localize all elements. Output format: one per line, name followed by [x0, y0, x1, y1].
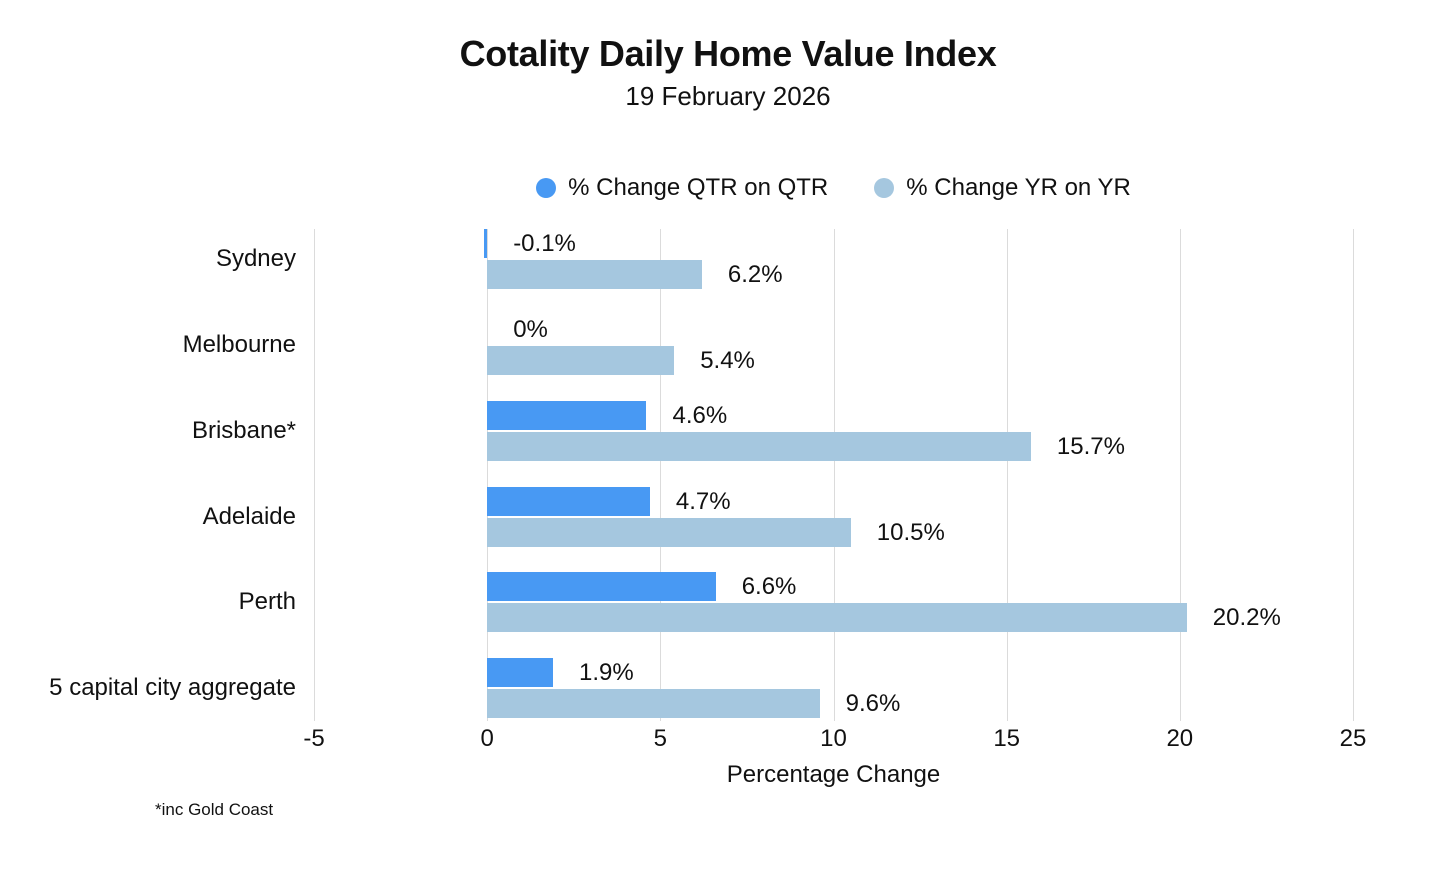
- x-tick-label: 10: [820, 725, 847, 752]
- bar-value-label: 0%: [513, 315, 548, 343]
- yr-bar-perth: [487, 603, 1187, 633]
- qtr-bar-perth: [487, 572, 716, 602]
- qtr-bar-sydney: [483, 229, 488, 258]
- category-label: Brisbane*: [191, 416, 296, 444]
- x-tick-label: 20: [1166, 725, 1194, 752]
- category-label: Adelaide: [202, 502, 296, 530]
- category-label: Sydney: [215, 245, 296, 272]
- yr-bar-brisbane-: [487, 431, 1031, 461]
- yr-bar-sydney: [487, 260, 702, 289]
- legend-label-qtr: % Change QTR on QTR: [568, 174, 829, 201]
- bar-value-label: 4.7%: [675, 487, 731, 515]
- bar-value-label: 4.6%: [672, 401, 728, 429]
- gridline: [1353, 229, 1354, 721]
- legend-swatch-yr-icon: [874, 178, 895, 198]
- x-tick-label: 0: [480, 725, 494, 752]
- bar-value-label: 6.2%: [727, 261, 783, 288]
- chart-subtitle: 19 February 2026: [625, 81, 831, 111]
- gridline: [833, 229, 835, 721]
- gridline: [314, 229, 315, 721]
- qtr-bar-brisbane-: [487, 400, 647, 430]
- bar-value-label: 1.9%: [579, 659, 634, 687]
- bar-value-label: 9.6%: [845, 690, 901, 718]
- bar-value-label: -0.1%: [513, 230, 576, 257]
- category-label: Perth: [238, 588, 296, 616]
- legend: % Change QTR on QTR % Change YR on YR: [314, 172, 1353, 204]
- x-tick-label: 25: [1339, 725, 1367, 752]
- plot-area: -0.1% 6.2% 0% 5.4% 4.6% 15.7% 4.7% 10.5% 6.6% 20.…: [314, 229, 1354, 721]
- bar-value-label: 6.6%: [741, 573, 797, 601]
- yr-bar-5-capital-city-aggregate: [487, 689, 820, 719]
- chart-title: Cotality Daily Home Value Index: [459, 33, 997, 74]
- gridline: [1179, 229, 1181, 721]
- footnote: *inc Gold Coast: [155, 800, 274, 819]
- qtr-bar-adelaide: [487, 486, 650, 516]
- legend-label-yr: % Change YR on YR: [906, 174, 1131, 201]
- gridline: [1006, 229, 1008, 721]
- x-axis-title: Percentage Change: [726, 761, 941, 788]
- gridline: [660, 229, 662, 721]
- x-axis-ticks: -5 0 5 10 15 20 25: [303, 725, 1366, 755]
- x-tick-label: -5: [303, 725, 325, 752]
- legend-item-qtr: % Change QTR on QTR: [536, 174, 828, 202]
- legend-swatch-qtr-icon: [536, 178, 557, 198]
- bar-value-label: 5.4%: [700, 346, 755, 374]
- qtr-bar-5-capital-city-aggregate: [487, 658, 553, 688]
- gridline: [487, 229, 489, 721]
- legend-item-yr: % Change YR on YR: [874, 174, 1131, 202]
- category-axis: Sydney Melbourne Brisbane* Adelaide Perth 5 c…: [0, 229, 296, 721]
- yr-bar-melbourne: [487, 345, 675, 375]
- x-tick-label: 5: [653, 725, 667, 752]
- bar-value-label: 10.5%: [876, 518, 945, 546]
- bar-value-label: 15.7%: [1056, 432, 1125, 460]
- category-label: Melbourne: [182, 330, 296, 358]
- category-label: 5 capital city aggregate: [49, 674, 296, 702]
- bar-value-label: 20.2%: [1212, 604, 1281, 632]
- x-tick-label: 15: [993, 725, 1021, 752]
- yr-bar-adelaide: [487, 517, 851, 547]
